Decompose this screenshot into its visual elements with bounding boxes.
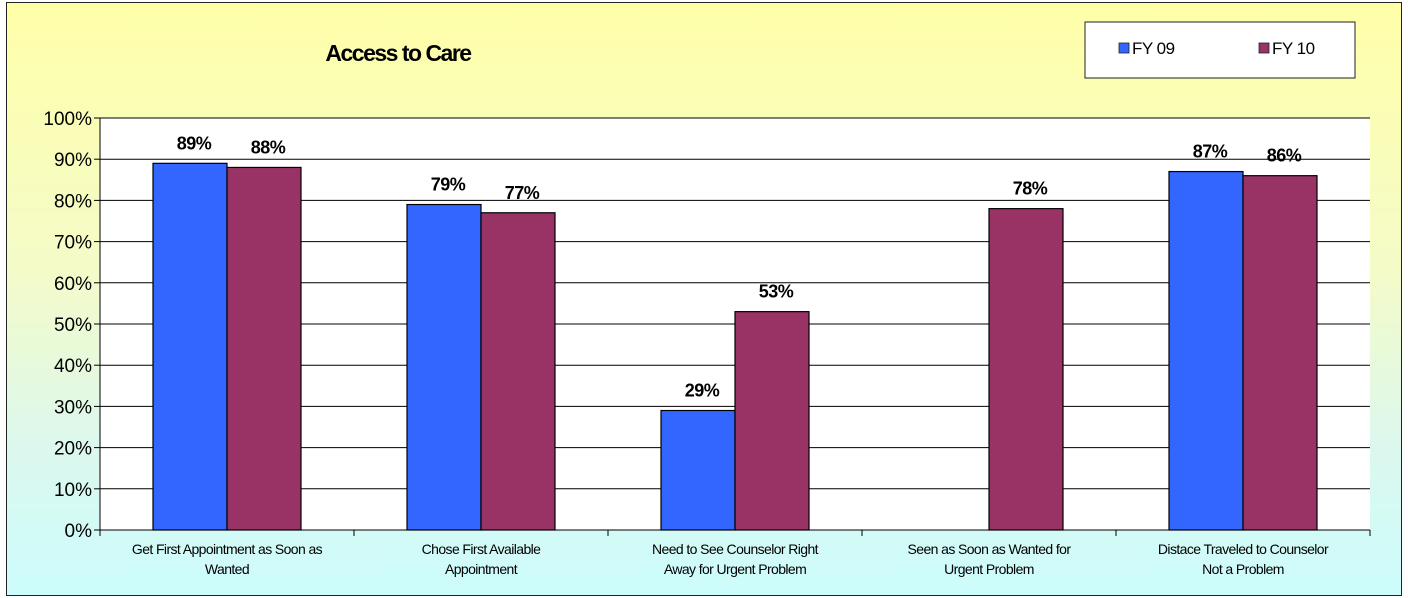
y-tick-label: 100%	[43, 109, 92, 130]
data-label: 79%	[431, 175, 466, 195]
data-label: 86%	[1267, 146, 1302, 166]
legend-swatch-fy09	[1118, 42, 1130, 54]
y-tick-label: 50%	[54, 315, 92, 336]
x-tick-label: Seen as Soon as Wanted for Urgent Problem	[908, 541, 1072, 577]
y-tick-label: 20%	[54, 439, 92, 460]
data-label: 87%	[1193, 142, 1228, 162]
bar-fy09-0	[152, 162, 228, 531]
bar-fy10-1	[480, 212, 556, 531]
y-tick-label: 40%	[54, 356, 92, 377]
data-label: 78%	[1013, 179, 1048, 199]
bar-fy10-2	[734, 311, 810, 531]
x-tick-label: Get First Appointment as Soon as Wanted	[132, 541, 323, 577]
y-tick-label: 70%	[54, 233, 92, 254]
bar-fy10-3	[988, 208, 1064, 531]
x-tick-label: Distace Traveled to Counselor Not a Probl…	[1158, 541, 1329, 577]
bar-fy10-0	[226, 166, 302, 531]
legend-box	[1084, 21, 1356, 79]
plot-area: 0% 10% 20% 30% 40% 50% 60% 70% 80% 90% 100% Get Fir…	[43, 109, 1371, 577]
bar-fy09-2	[660, 409, 736, 531]
y-tick-label: 80%	[54, 191, 92, 212]
y-tick-label: 0%	[65, 521, 93, 542]
data-label: 77%	[505, 183, 540, 203]
data-label: 89%	[177, 133, 212, 153]
legend-label-fy09: FY 09	[1132, 39, 1175, 58]
bar-fy09-1	[406, 203, 482, 531]
y-tick-label: 90%	[54, 150, 92, 171]
data-label: 53%	[759, 282, 794, 302]
bar-fy09-4	[1168, 170, 1244, 531]
x-tick-label: Need to See Counselor Right Away for Urge…	[652, 541, 819, 577]
legend: FY 09 FY 10	[1084, 21, 1356, 79]
y-tick-label: 60%	[54, 274, 92, 295]
y-tick-label: 10%	[54, 480, 92, 501]
y-tick-label: 30%	[54, 397, 92, 418]
bar-fy10-4	[1242, 175, 1318, 531]
legend-label-fy10: FY 10	[1272, 39, 1315, 58]
legend-swatch-fy10	[1258, 42, 1270, 54]
x-tick-label: Chose First Available Appointment	[422, 541, 541, 577]
chart-title: Access to Care	[325, 40, 471, 66]
data-label: 29%	[685, 381, 720, 401]
data-label: 88%	[251, 137, 286, 157]
